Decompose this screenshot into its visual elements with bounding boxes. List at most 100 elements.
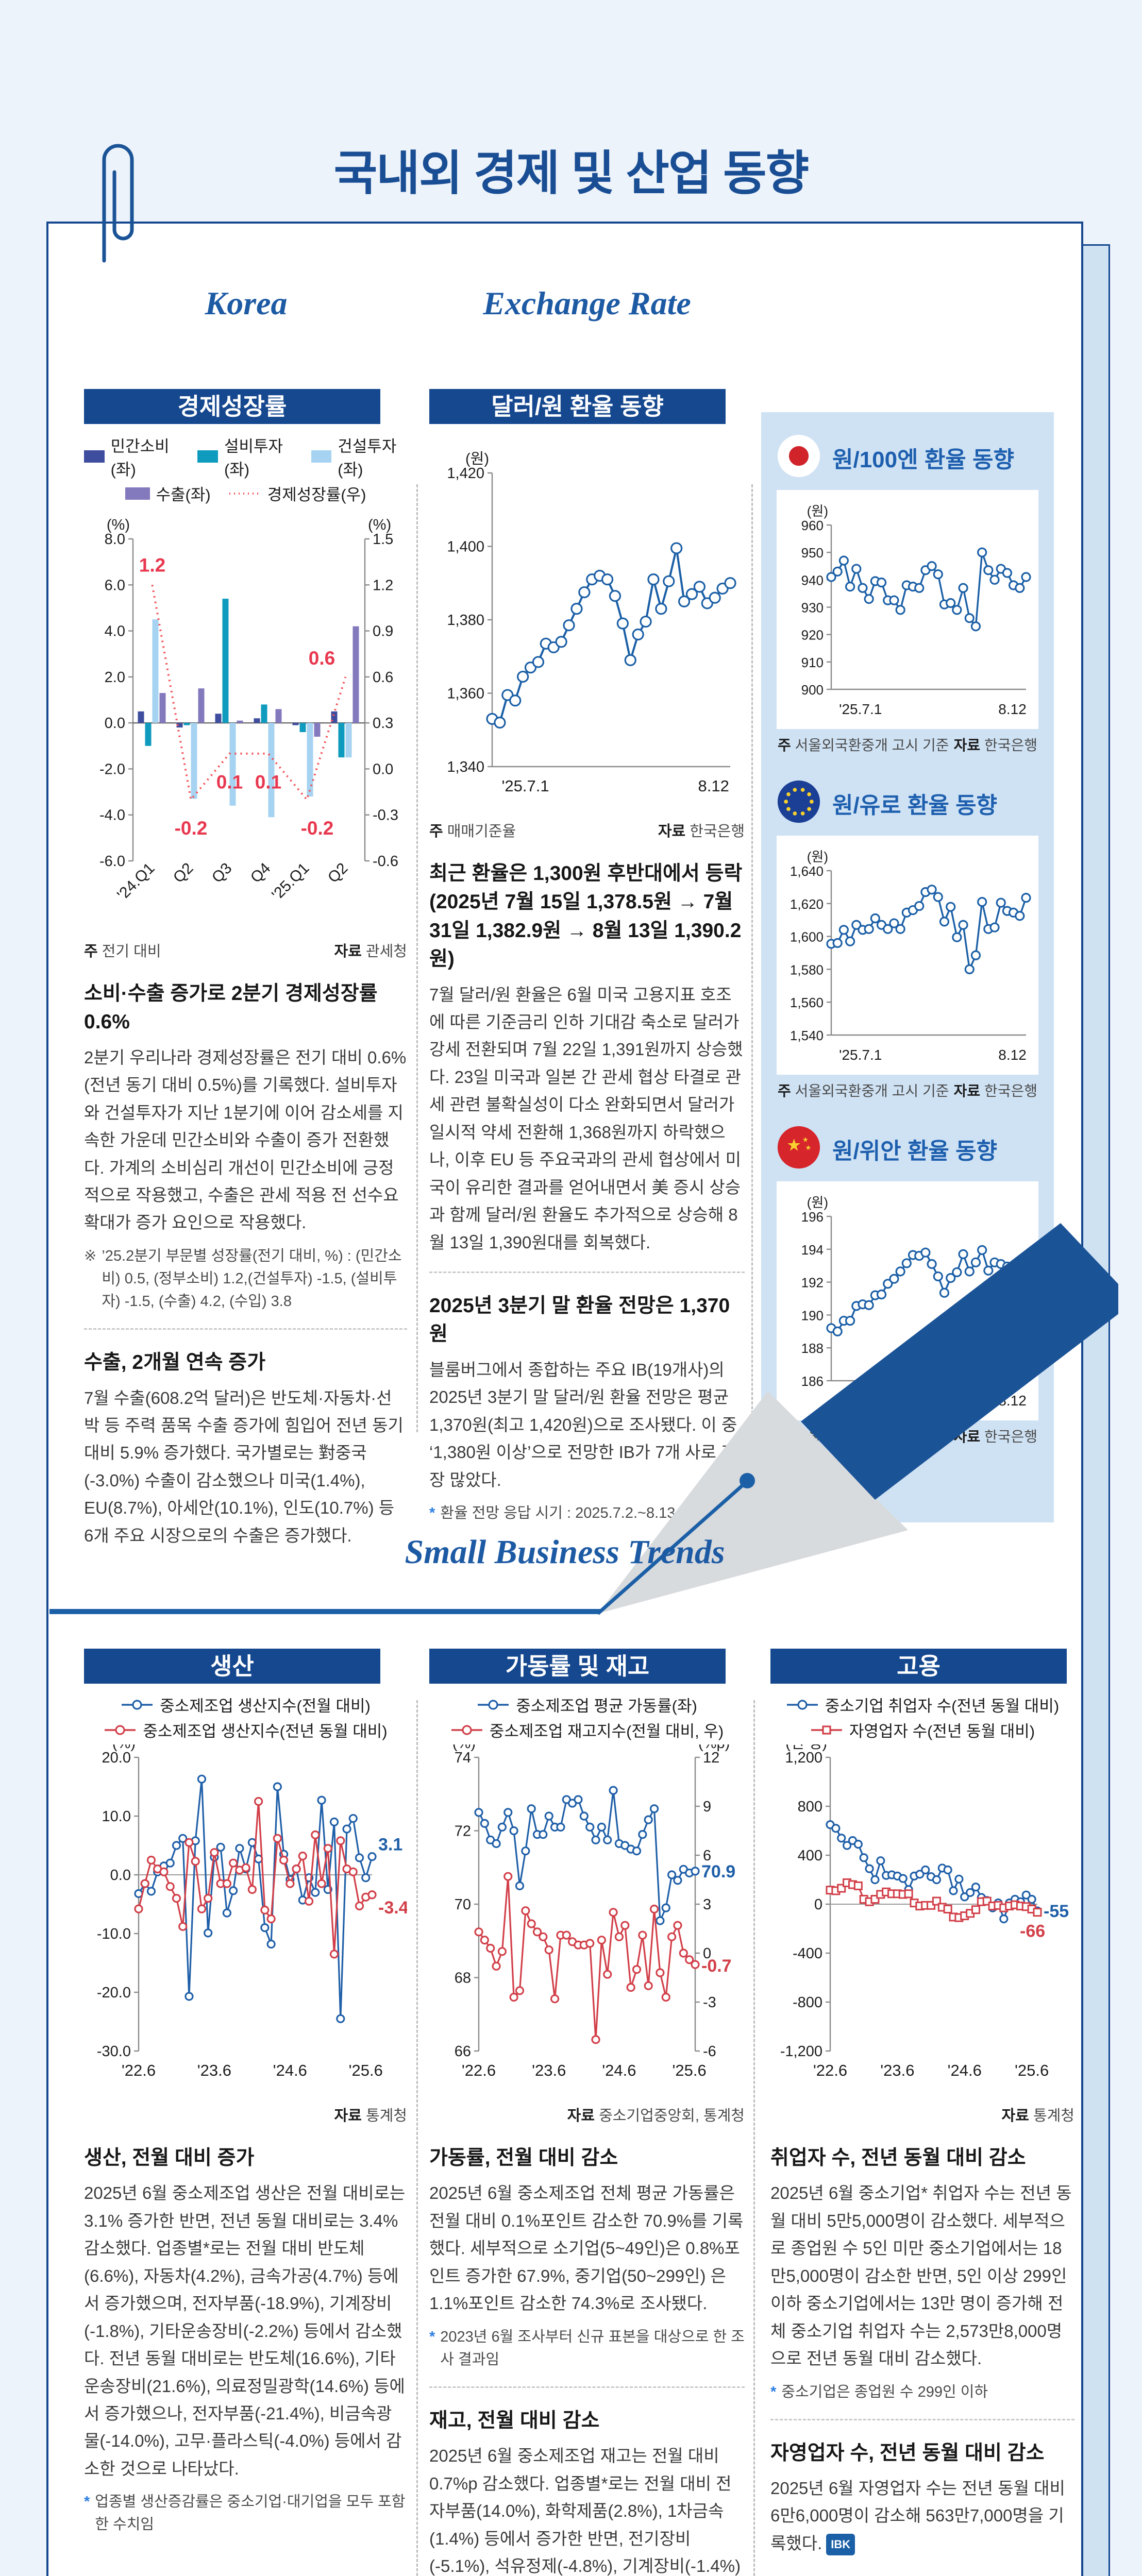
svg-text:★: ★ xyxy=(805,1144,811,1151)
exchange-textflow: 최근 환율은 1,300원 후반대에서 등락 (2025년 7월 15일 1,3… xyxy=(429,859,745,1524)
utilization-textflow: 가동률, 전월 대비 감소 2025년 6월 중소제조업 전체 평균 가동률은 전… xyxy=(429,2144,745,2576)
svg-text:4.0: 4.0 xyxy=(105,623,125,640)
svg-text:-4.0: -4.0 xyxy=(99,807,125,824)
text-footnote: ※ ’25.2분기 부문별 성장률(전기 대비, %) : (민간소비) 0.5,… xyxy=(84,1247,402,1310)
text-heading: 자영업자 수, 전년 동월 대비 감소 xyxy=(770,2442,1045,2464)
svg-text:-0.2: -0.2 xyxy=(175,818,208,839)
svg-text:Q3: Q3 xyxy=(209,860,236,887)
paperclip-icon xyxy=(77,128,155,270)
text-paragraph: 2025년 6월 중소기업* 취업자 수는 전년 동월 대비 5만5,000명이… xyxy=(770,2183,1072,2368)
employment-chart: 1,200 800 400 0 -400 -800 -1,200 (천 명) '22.6 '23.… xyxy=(770,1735,1074,2103)
svg-text:188: 188 xyxy=(801,1341,824,1356)
column-separator xyxy=(751,484,753,1479)
svg-text:1,640: 1,640 xyxy=(790,863,824,879)
eurkrw-chart: 1,640 1,620 1,600 1,580 1,560 1,540 (원) '25.7.1… xyxy=(777,836,1038,1075)
usdkrw-chart-header: 달러/원 환율 동향 xyxy=(429,389,726,424)
column-separator xyxy=(416,1700,418,2576)
text-heading: 최근 환율은 1,300원 후반대에서 등락 (2025년 7월 15일 1,3… xyxy=(429,862,743,971)
svg-text:Q2: Q2 xyxy=(170,860,197,887)
svg-text:(원): (원) xyxy=(465,451,489,467)
svg-text:8.12: 8.12 xyxy=(998,1047,1027,1063)
growth-legend: 민간소비(좌) 설비투자(좌) 건설투자(좌) 수출(좌) 경제성장률(우) xyxy=(84,433,407,505)
svg-text:1,560: 1,560 xyxy=(790,995,824,1010)
svg-text:0.6: 0.6 xyxy=(309,648,335,669)
svg-text:'25.7.1: '25.7.1 xyxy=(839,701,882,717)
svg-text:(%): (%) xyxy=(112,1744,136,1752)
text-paragraph: 7월 수출(608.2억 달러)은 반도체·자동차·선박 등 주력 품목 수출 … xyxy=(84,1388,404,1545)
text-footnote: * 중소기업은 종업원 수 299인 이하 xyxy=(770,2383,988,2400)
legend-item: 중소제조업 생산지수(전월 대비) xyxy=(121,1693,371,1716)
svg-text:-6.0: -6.0 xyxy=(99,853,125,870)
production-legend: 중소제조업 생산지수(전월 대비) 중소제조업 생산지수(전년 동월 대비) xyxy=(84,1693,407,1741)
svg-text:-0.7: -0.7 xyxy=(701,1956,732,1976)
text-paragraph: 2025년 6월 중소제조업 전체 평균 가동률은 전월 대비 0.1%포인트 … xyxy=(429,2183,744,2313)
fx-title-eur: 원/유로 환율 동향 xyxy=(832,792,998,818)
utilization-chart-note: 자료 중소기업중앙회, 통계청 xyxy=(567,2108,745,2124)
svg-text:190: 190 xyxy=(801,1308,824,1323)
dashed-divider xyxy=(84,1328,407,1330)
text-heading: 생산, 전월 대비 증가 xyxy=(84,2147,255,2169)
svg-text:0.9: 0.9 xyxy=(373,623,393,640)
utilization-chart-header: 가동률 및 재고 xyxy=(429,1649,726,1684)
svg-text:-0.6: -0.6 xyxy=(373,853,398,870)
usdkrw-chart-note: 주 매매기준율 자료 한국은행 xyxy=(429,823,745,840)
growth-chart-header: 경제성장률 xyxy=(84,389,380,424)
legend-item: 중소제조업 생산지수(전년 동월 대비) xyxy=(104,1718,388,1741)
svg-text:1,600: 1,600 xyxy=(790,929,824,945)
svg-text:'24.6: '24.6 xyxy=(602,2061,636,2079)
svg-text:'25.Q1: '25.Q1 xyxy=(268,860,312,904)
svg-text:-2.0: -2.0 xyxy=(99,761,125,777)
text-heading: 소비·수출 증가로 2분기 경제성장률 0.6% xyxy=(84,982,378,1033)
employment-textflow: 취업자 수, 전년 동월 대비 감소 2025년 6월 중소기업* 취업자 수는 … xyxy=(770,2144,1074,2557)
svg-text:(%): (%) xyxy=(368,517,391,533)
svg-text:-55: -55 xyxy=(1044,1902,1069,1921)
utilization-legend: 중소제조업 평균 가동률(좌) 중소제조업 재고지수(전월 대비, 우) xyxy=(429,1693,745,1741)
svg-text:1,420: 1,420 xyxy=(447,465,484,482)
cnykrw-chart-note: 주 서울외국환중개 고시 기준 자료 한국은행 xyxy=(778,1429,1037,1445)
svg-text:940: 940 xyxy=(801,572,824,588)
svg-text:'25.6: '25.6 xyxy=(349,2061,383,2079)
svg-text:72: 72 xyxy=(455,1823,471,1840)
utilization-chart: 74 72 70 68 66 (%) 12 9 6 3 0 -3 -6 (%p) '22.6 '23.6 '24… xyxy=(429,1735,745,2103)
text-heading: 수출, 2개월 연속 증가 xyxy=(84,1351,266,1374)
fx-block-eur: 원/유로 환율 동향 1,640 1,620 1,600 1,580 1,560 1,54… xyxy=(761,758,1054,1100)
svg-text:-6: -6 xyxy=(703,2043,716,2060)
page-title: 국내외 경제 및 산업 동향 xyxy=(333,147,810,200)
svg-text:10.0: 10.0 xyxy=(102,1808,131,1825)
svg-text:800: 800 xyxy=(798,1799,822,1815)
exchange-column: 달러/원 환율 동향 1,420 1,400 1,380 1,360 1,340 (원) '… xyxy=(429,389,745,1533)
svg-text:0: 0 xyxy=(814,1896,822,1913)
jpykrw-chart-note: 주 서울외국환중개 고시 기준 자료 한국은행 xyxy=(778,737,1037,753)
production-chart: 20.0 10.0 0.0 -10.0 -20.0 -30.0 (%) '22.6 '23.6 '… xyxy=(84,1735,409,2103)
svg-text:'22.6: '22.6 xyxy=(122,2061,156,2079)
svg-text:194: 194 xyxy=(801,1242,824,1258)
svg-text:(천 명): (천 명) xyxy=(785,1744,827,1752)
svg-text:-3: -3 xyxy=(703,1994,716,2011)
svg-text:'24.6: '24.6 xyxy=(948,2061,982,2079)
growth-chart-note: 주 전기 대비 자료 관세청 xyxy=(84,943,407,960)
fx-title-jpy: 원/100엔 환율 동향 xyxy=(832,447,1014,472)
svg-text:'22.6: '22.6 xyxy=(462,2061,496,2079)
svg-text:-0.2: -0.2 xyxy=(301,818,334,839)
svg-text:6.0: 6.0 xyxy=(105,577,125,594)
svg-text:'22.6: '22.6 xyxy=(813,2061,847,2079)
svg-text:68: 68 xyxy=(455,1970,471,1987)
column-separator xyxy=(416,484,418,1432)
svg-text:196: 196 xyxy=(801,1209,824,1225)
svg-text:1,340: 1,340 xyxy=(447,759,484,775)
section-header-exchange-rate: Exchange Rate xyxy=(483,285,691,321)
svg-text:'25.6: '25.6 xyxy=(1015,2061,1049,2079)
svg-text:-30.0: -30.0 xyxy=(97,2043,131,2060)
legend-item: 중소제조업 평균 가동률(좌) xyxy=(477,1693,697,1716)
cnykrw-chart: 196 194 192 190 188 186 (원) '25.7.1 8.12 xyxy=(777,1181,1038,1420)
svg-text:'23.6: '23.6 xyxy=(880,2061,914,2079)
column-separator xyxy=(753,1700,755,2576)
production-textflow: 생산, 전월 대비 증가 2025년 6월 중소제조업 생산은 전월 대비로는 3… xyxy=(84,2144,407,2536)
svg-text:12: 12 xyxy=(703,1750,719,1766)
legend-item: 민간소비(좌) xyxy=(84,433,180,480)
svg-text:930: 930 xyxy=(801,600,824,616)
fx-block-jpy: 원/100엔 환율 동향 960 950 940 930 920 910 900 (원) '25… xyxy=(761,412,1054,755)
svg-text:-3.4: -3.4 xyxy=(378,1898,407,1918)
dashed-divider xyxy=(770,2418,1074,2420)
